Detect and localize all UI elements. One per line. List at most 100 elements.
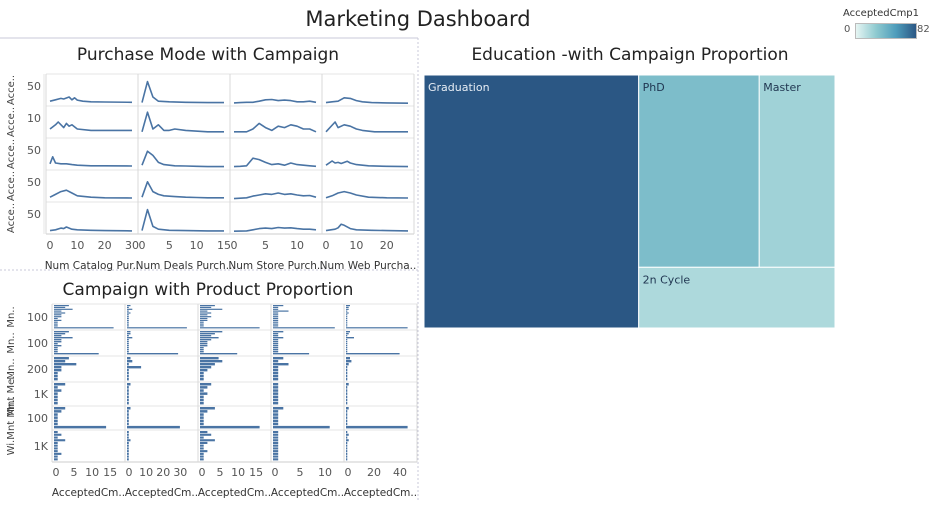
bar [200,333,215,335]
bar [200,337,219,339]
bar [54,444,58,447]
legend-max: 82 [917,24,930,35]
series-line [325,97,409,104]
bar [200,407,215,410]
bar [273,310,289,312]
purchase-panel-title: Purchase Mode with Campaign [76,45,340,65]
bar [273,357,284,360]
dashboard-title: Marketing Dashboard [305,7,531,31]
bar [200,357,219,360]
bar [200,395,204,399]
bar [54,314,62,316]
series-line [325,160,409,168]
bar [127,413,129,416]
bar [346,444,348,447]
bar [54,372,58,375]
bar [273,339,279,341]
bar [127,369,129,372]
bar [273,386,279,389]
bar [200,378,204,381]
bar [200,422,204,426]
bar [54,337,73,339]
bar [273,306,279,308]
bar [127,419,129,423]
series-line [141,208,224,232]
x-tick-label: 20 [380,239,394,252]
bar [54,386,58,389]
bar [273,351,279,353]
bar [346,349,348,351]
bar [346,357,350,360]
x-tick-label: 15 [217,239,231,252]
bar [346,363,349,366]
bar [127,455,129,458]
bar [200,444,204,447]
bar [127,316,129,318]
bar [127,327,187,329]
bar [127,335,129,337]
treemap-label: Graduation [428,81,490,94]
legend-title: AcceptedCmp1 [843,8,920,19]
row-tick-label: 1K [34,440,49,453]
bar [127,312,131,314]
bar [127,407,131,410]
bar [127,351,129,353]
bar [273,458,279,461]
series-line [325,223,409,232]
bar [346,323,348,325]
row-label: Mn.. [6,358,17,379]
bar [200,386,208,389]
bar [54,383,66,386]
row-tick-label: 50 [27,208,41,221]
bar [346,413,348,416]
bar [200,360,223,363]
bar [54,345,62,347]
bar [200,335,212,337]
x-tick-label: 0 [272,466,279,479]
x-tick-label: 5 [217,466,224,479]
x-tick-label: 0 [345,466,352,479]
bar [54,431,58,434]
bar [273,349,279,351]
x-tick-label: 10 [85,466,99,479]
bar [200,431,208,434]
row-tick-label: 50 [27,80,41,93]
bar [200,401,204,405]
bar [54,458,58,461]
treemap-panel-title: Education -with Campaign Proportion [471,45,789,65]
bar [273,337,284,339]
legend-min: 0 [844,24,851,35]
bar [273,363,289,366]
bar [273,323,279,325]
bar [200,369,208,372]
bar [200,317,208,320]
bar [127,339,129,341]
bar [54,360,66,363]
bar [54,363,77,366]
bar [54,369,62,372]
bar [54,312,66,314]
row-label: Acce.. [6,107,17,137]
column-axis-label: Num Catalog Pur.. [45,260,140,272]
bar [200,327,260,329]
bar [346,351,348,353]
bar [127,308,133,310]
bar [200,319,208,321]
bar [273,343,279,345]
bar [273,447,279,450]
bar [273,345,279,347]
bar [200,452,204,455]
bar [273,410,279,413]
bar [54,441,58,444]
bar [127,325,129,327]
bar [127,386,129,389]
series-line [233,98,317,104]
bar [346,369,348,372]
bar [54,433,62,436]
row-tick-label: 1K [34,388,49,401]
x-tick-label: 20 [367,466,381,479]
bar [54,316,62,318]
bar [54,351,58,353]
bar [200,366,212,369]
